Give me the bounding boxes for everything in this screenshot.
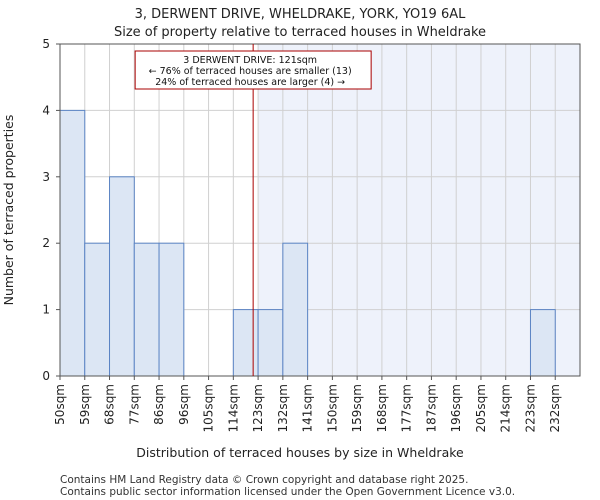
annotation-box xyxy=(134,50,372,90)
bar-59sqm xyxy=(84,242,111,377)
x-tick-label: 105sqm xyxy=(202,384,216,432)
plot-background xyxy=(258,44,580,376)
x-tick-label: 96sqm xyxy=(177,384,191,425)
y-tick-label: 0 xyxy=(42,369,50,383)
x-tick-label: 68sqm xyxy=(103,384,117,425)
bars xyxy=(59,109,556,377)
x-tick-label: 232sqm xyxy=(548,384,562,432)
y-tick-label: 3 xyxy=(42,170,50,184)
x-tick-label: 205sqm xyxy=(474,384,488,432)
bar-77sqm xyxy=(133,242,160,377)
x-tick-label: 159sqm xyxy=(350,384,364,432)
x-axis-label: Distribution of terraced houses by size … xyxy=(136,445,464,460)
x-tick-label: 50sqm xyxy=(53,384,67,425)
axes xyxy=(59,43,581,377)
x-tick-labels: 50sqm 59sqm 68sqm 77sqm 86sqm 96sqm 105sqm 114s… xyxy=(53,376,562,432)
x-tick-label: 177sqm xyxy=(400,384,414,432)
x-tick-label: 132sqm xyxy=(276,384,290,432)
bar-68sqm xyxy=(109,176,135,377)
bar-123sqm xyxy=(257,309,284,377)
x-tick-label: 196sqm xyxy=(449,384,463,432)
annotation-line-2: ← 76% of terraced houses are smaller (13… xyxy=(149,66,352,77)
annotation-line-3: 24% of terraced houses are larger (4) → xyxy=(155,77,345,88)
y-tick-label: 2 xyxy=(42,236,50,250)
annotation-line-1: 3 DERWENT DRIVE: 121sqm xyxy=(183,55,317,66)
x-tick-label: 86sqm xyxy=(152,384,166,425)
bar-223sqm xyxy=(529,309,556,377)
chart-subtitle: Size of property relative to terraced ho… xyxy=(114,25,486,40)
property-marker: 3 DERWENT DRIVE: 121sqm← 76% of terraced… xyxy=(134,44,372,376)
y-tick-label: 4 xyxy=(42,103,50,117)
x-tick-label: 150sqm xyxy=(325,384,339,432)
x-tick-label: 168sqm xyxy=(375,384,389,432)
y-tick-label: 5 xyxy=(42,37,50,51)
y-tick-labels: 0 1 2 3 4 5 xyxy=(42,37,60,383)
x-tick-label: 123sqm xyxy=(251,384,265,432)
x-tick-label: 223sqm xyxy=(523,384,537,432)
plot-frame xyxy=(59,43,581,377)
x-tick-label: 187sqm xyxy=(424,384,438,432)
bar-114sqm xyxy=(232,309,259,377)
y-tick-label: 1 xyxy=(42,303,50,317)
x-tick-label: 114sqm xyxy=(226,384,240,432)
y-axis-label: Number of terraced properties xyxy=(1,115,16,306)
chart-title: 3, DERWENT DRIVE, WHELDRAKE, YORK, YO19 … xyxy=(135,7,466,22)
footer-line-1: Contains HM Land Registry data © Crown c… xyxy=(60,474,468,486)
bar-132sqm xyxy=(282,242,309,377)
highlight-region xyxy=(258,44,580,376)
bar-86sqm xyxy=(158,242,185,377)
x-tick-label: 77sqm xyxy=(127,384,141,425)
x-tick-label: 59sqm xyxy=(78,384,92,425)
x-tick-label: 141sqm xyxy=(301,384,315,432)
footer-line-2: Contains public sector information licen… xyxy=(60,486,515,498)
x-tick-label: 214sqm xyxy=(499,384,513,432)
bar-50sqm xyxy=(59,109,86,377)
